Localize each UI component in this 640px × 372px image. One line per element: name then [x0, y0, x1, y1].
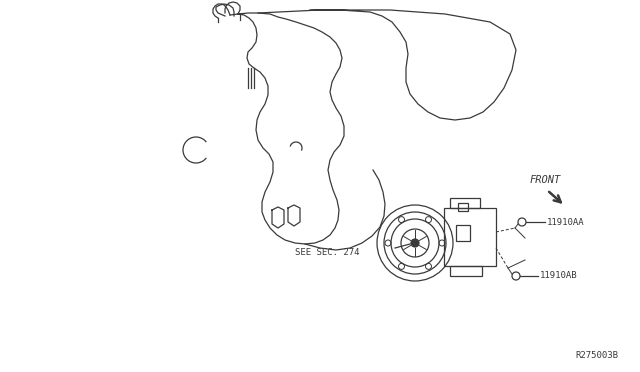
Bar: [456, 225, 470, 241]
Circle shape: [411, 239, 419, 247]
Bar: [450, 198, 480, 208]
Bar: [458, 203, 468, 211]
Bar: [444, 208, 496, 266]
Bar: [450, 266, 482, 276]
Text: 11910AA: 11910AA: [547, 218, 584, 227]
Text: FRONT: FRONT: [530, 175, 561, 185]
Text: R275003B: R275003B: [575, 350, 618, 359]
Text: 11910AB: 11910AB: [540, 272, 578, 280]
Text: SEE SEC. 274: SEE SEC. 274: [295, 247, 360, 257]
